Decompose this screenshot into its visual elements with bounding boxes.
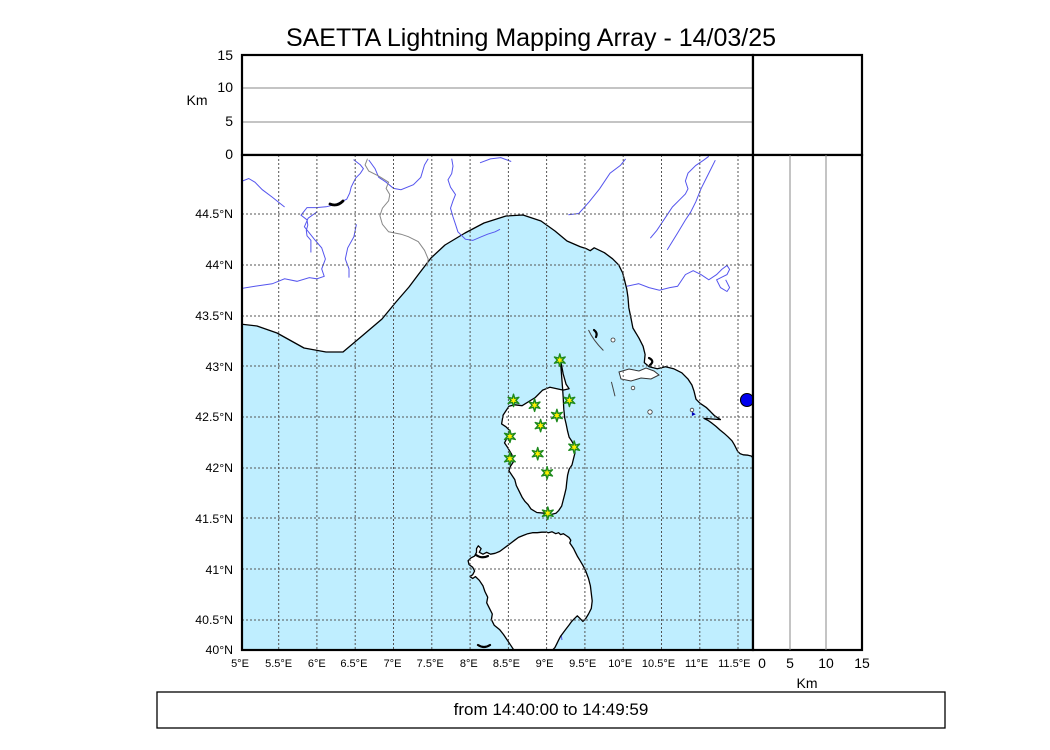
svg-text:9°E: 9°E <box>536 658 554 670</box>
svg-text:44°N: 44°N <box>206 258 233 272</box>
svg-text:Km: Km <box>187 92 208 108</box>
svg-text:0: 0 <box>225 146 233 162</box>
svg-text:11.5°E: 11.5°E <box>718 658 750 670</box>
svg-text:8°E: 8°E <box>460 658 478 670</box>
svg-text:43.5°N: 43.5°N <box>195 309 233 323</box>
svg-text:41°N: 41°N <box>206 563 233 577</box>
svg-text:SAETTA Lightning Mapping Array: SAETTA Lightning Mapping Array - 14/03/2… <box>286 24 776 52</box>
svg-text:5: 5 <box>225 113 233 129</box>
svg-text:15: 15 <box>854 655 870 671</box>
svg-text:6°E: 6°E <box>308 658 326 670</box>
svg-text:11°E: 11°E <box>685 658 708 670</box>
svg-text:10°E: 10°E <box>608 658 632 670</box>
svg-text:41.5°N: 41.5°N <box>195 512 233 526</box>
svg-text:40.5°N: 40.5°N <box>195 613 233 627</box>
svg-text:5.5°E: 5.5°E <box>265 658 292 670</box>
svg-text:5: 5 <box>786 655 794 671</box>
svg-text:43°N: 43°N <box>206 360 233 374</box>
svg-text:0: 0 <box>758 655 766 671</box>
svg-text:44.5°N: 44.5°N <box>195 207 233 221</box>
svg-text:from 14:40:00 to 14:49:59: from 14:40:00 to 14:49:59 <box>454 700 649 719</box>
svg-text:7.5°E: 7.5°E <box>417 658 444 670</box>
svg-text:Km: Km <box>797 675 818 691</box>
svg-text:10.5°E: 10.5°E <box>642 658 675 670</box>
svg-text:5°E: 5°E <box>231 658 249 670</box>
svg-text:9.5°E: 9.5°E <box>569 658 596 670</box>
svg-text:40°N: 40°N <box>206 643 233 657</box>
svg-text:6.5°E: 6.5°E <box>340 658 367 670</box>
svg-text:15: 15 <box>217 47 233 63</box>
svg-text:10: 10 <box>818 655 834 671</box>
svg-text:10: 10 <box>217 79 233 95</box>
svg-text:8.5°E: 8.5°E <box>493 658 520 670</box>
svg-text:42°N: 42°N <box>206 461 233 475</box>
svg-text:7°E: 7°E <box>384 658 402 670</box>
svg-text:42.5°N: 42.5°N <box>195 410 233 424</box>
